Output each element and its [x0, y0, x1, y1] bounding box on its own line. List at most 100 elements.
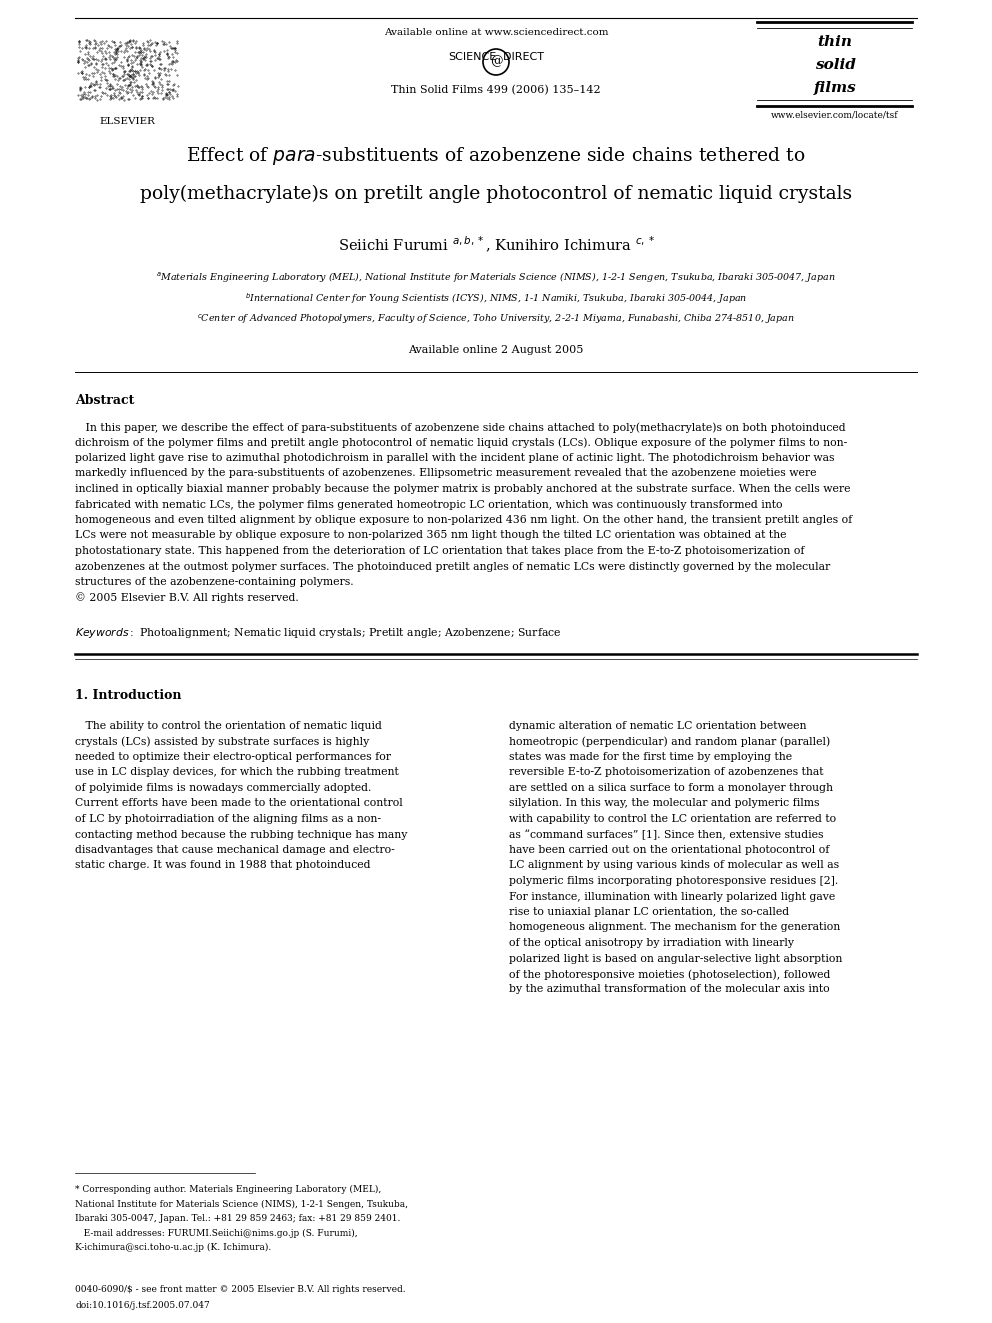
Point	[143, 50, 159, 71]
Point	[133, 52, 149, 73]
Point	[88, 48, 104, 69]
Point	[134, 77, 150, 98]
Point	[150, 83, 166, 105]
Point	[105, 46, 121, 67]
Point	[107, 34, 123, 56]
Text: For instance, illumination with linearly polarized light gave: For instance, illumination with linearly…	[509, 892, 834, 901]
Point	[81, 65, 97, 86]
Text: doi:10.1016/j.tsf.2005.07.047: doi:10.1016/j.tsf.2005.07.047	[75, 1301, 209, 1310]
Text: * Corresponding author. Materials Engineering Laboratory (MEL),: * Corresponding author. Materials Engine…	[75, 1185, 381, 1195]
Point	[140, 85, 156, 106]
Point	[103, 85, 119, 106]
Point	[153, 58, 169, 79]
Point	[84, 86, 100, 107]
Point	[81, 30, 97, 52]
Point	[81, 89, 97, 110]
Point	[123, 65, 139, 86]
Text: solid: solid	[814, 58, 855, 71]
Point	[130, 62, 146, 83]
Point	[99, 37, 115, 58]
Point	[160, 38, 176, 60]
Point	[97, 57, 113, 78]
Point	[70, 48, 86, 69]
Point	[142, 50, 158, 71]
Point	[167, 73, 183, 94]
Point	[155, 33, 171, 54]
Point	[160, 45, 176, 66]
Point	[150, 48, 166, 69]
Point	[152, 49, 168, 70]
Point	[94, 82, 110, 103]
Point	[82, 33, 98, 54]
Point	[101, 57, 117, 78]
Point	[160, 73, 176, 94]
Point	[76, 66, 92, 87]
Point	[93, 61, 109, 82]
Point	[105, 78, 121, 99]
Point	[165, 37, 181, 58]
Point	[125, 36, 141, 57]
Text: K-ichimura@sci.toho-u.ac.jp (K. Ichimura).: K-ichimura@sci.toho-u.ac.jp (K. Ichimura…	[75, 1244, 271, 1252]
Text: inclined in optically biaxial manner probably because the polymer matrix is prob: inclined in optically biaxial manner pro…	[75, 484, 850, 493]
Point	[154, 74, 170, 95]
Point	[108, 41, 124, 62]
Point	[146, 60, 162, 81]
Point	[111, 36, 127, 57]
Point	[104, 30, 120, 52]
Point	[159, 87, 175, 108]
Point	[86, 74, 102, 95]
Point	[107, 58, 123, 79]
Point	[144, 83, 160, 105]
Point	[113, 87, 129, 108]
Point	[105, 66, 121, 87]
Point	[92, 74, 108, 95]
Point	[111, 67, 127, 89]
Point	[87, 87, 103, 108]
Text: polymeric films incorporating photoresponsive residues [2].: polymeric films incorporating photorespo…	[509, 876, 838, 886]
Point	[83, 73, 99, 94]
Point	[105, 64, 121, 85]
Point	[117, 69, 133, 90]
Text: E-mail addresses: FURUMI.Seiichi@nims.go.jp (S. Furumi),: E-mail addresses: FURUMI.Seiichi@nims.go…	[75, 1229, 358, 1237]
Point	[69, 50, 85, 71]
Text: 0040-6090/$ - see front matter © 2005 Elsevier B.V. All rights reserved.: 0040-6090/$ - see front matter © 2005 El…	[75, 1285, 406, 1294]
Point	[120, 82, 136, 103]
Point	[134, 86, 150, 107]
Text: LC alignment by using various kinds of molecular as well as: LC alignment by using various kinds of m…	[509, 860, 838, 871]
Point	[107, 65, 123, 86]
Point	[80, 77, 96, 98]
Point	[109, 37, 125, 58]
Point	[99, 73, 115, 94]
Point	[133, 89, 149, 110]
Point	[160, 48, 176, 69]
Point	[120, 89, 136, 110]
Point	[78, 64, 94, 85]
Point	[141, 38, 157, 60]
Text: rise to uniaxial planar LC orientation, the so-called: rise to uniaxial planar LC orientation, …	[509, 908, 789, 917]
Point	[119, 64, 135, 85]
Point	[118, 34, 134, 56]
Point	[125, 64, 141, 85]
Point	[123, 58, 139, 79]
Point	[109, 65, 125, 86]
Point	[136, 38, 152, 60]
Point	[159, 79, 175, 101]
Point	[125, 61, 141, 82]
Point	[100, 34, 116, 56]
Point	[105, 58, 121, 79]
Point	[86, 49, 102, 70]
Point	[116, 41, 132, 62]
Point	[98, 30, 114, 52]
Text: ELSEVIER: ELSEVIER	[99, 116, 156, 126]
Point	[119, 50, 135, 71]
Point	[127, 61, 143, 82]
Point	[138, 46, 154, 67]
Point	[101, 60, 117, 81]
Point	[152, 41, 168, 62]
Point	[91, 40, 107, 61]
Point	[114, 66, 130, 87]
Point	[79, 87, 95, 108]
Point	[104, 78, 120, 99]
Point	[147, 66, 163, 87]
Point	[125, 52, 141, 73]
